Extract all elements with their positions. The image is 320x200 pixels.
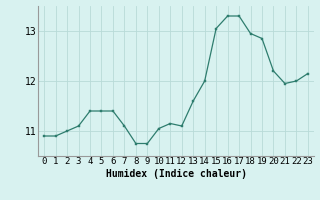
X-axis label: Humidex (Indice chaleur): Humidex (Indice chaleur) (106, 169, 246, 179)
